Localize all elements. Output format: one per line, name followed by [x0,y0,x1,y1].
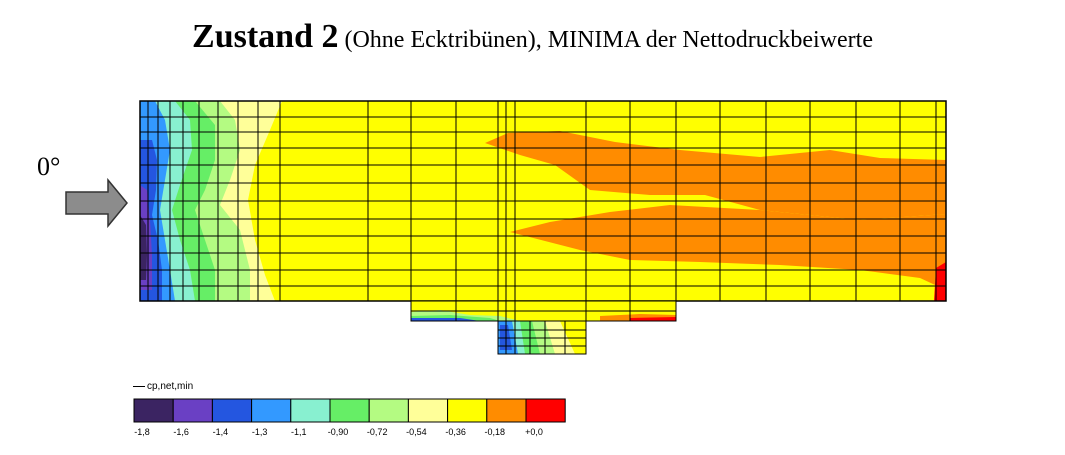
legend-swatch [486,398,527,423]
legend-tick-label: +0,0 [525,427,543,437]
legend-swatch [329,398,370,423]
legend-tick-label: -1,4 [212,427,229,437]
legend-dash-icon [133,385,145,387]
legend-tick-label: -0,36 [445,427,466,437]
annex-section-1 [410,300,677,322]
legend-swatch [172,398,213,423]
legend-swatch [211,398,253,423]
legend-title-text: cp,net,min [147,381,194,392]
wind-direction-arrow-icon [65,177,128,229]
legend-swatch [290,398,331,423]
legend-tick-label: -0,18 [484,427,506,437]
legend-swatch [251,398,292,423]
title-sub: (Ohne Ecktribünen), MINIMA der Nettodruc… [338,27,873,53]
legend-swatch [368,398,409,423]
legend-swatch [133,398,174,423]
legend-tick-label: -0,54 [406,427,427,437]
legend-tick-label: -1,3 [251,427,268,437]
legend-tick-label: -0,90 [327,427,349,437]
legend-swatch [525,398,566,423]
legend-tick-label: -1,6 [173,427,189,437]
legend-title: cp,net,min [133,381,193,392]
legend-tick-label: -0,72 [366,427,388,437]
diagram-title: Zustand 2 (Ohne Ecktribünen), MINIMA der… [0,18,1065,56]
legend-swatch [407,398,449,423]
title-main: Zustand 2 [192,18,339,55]
roof-grid-lines [139,100,947,302]
legend-swatch [447,398,488,423]
legend-tick-label: -1,1 [291,427,307,437]
annex-section-2 [497,320,587,355]
legend-color-scale [133,398,566,423]
legend-tick-label: -1,8 [134,427,150,437]
wind-angle-label: 0° [37,152,61,181]
